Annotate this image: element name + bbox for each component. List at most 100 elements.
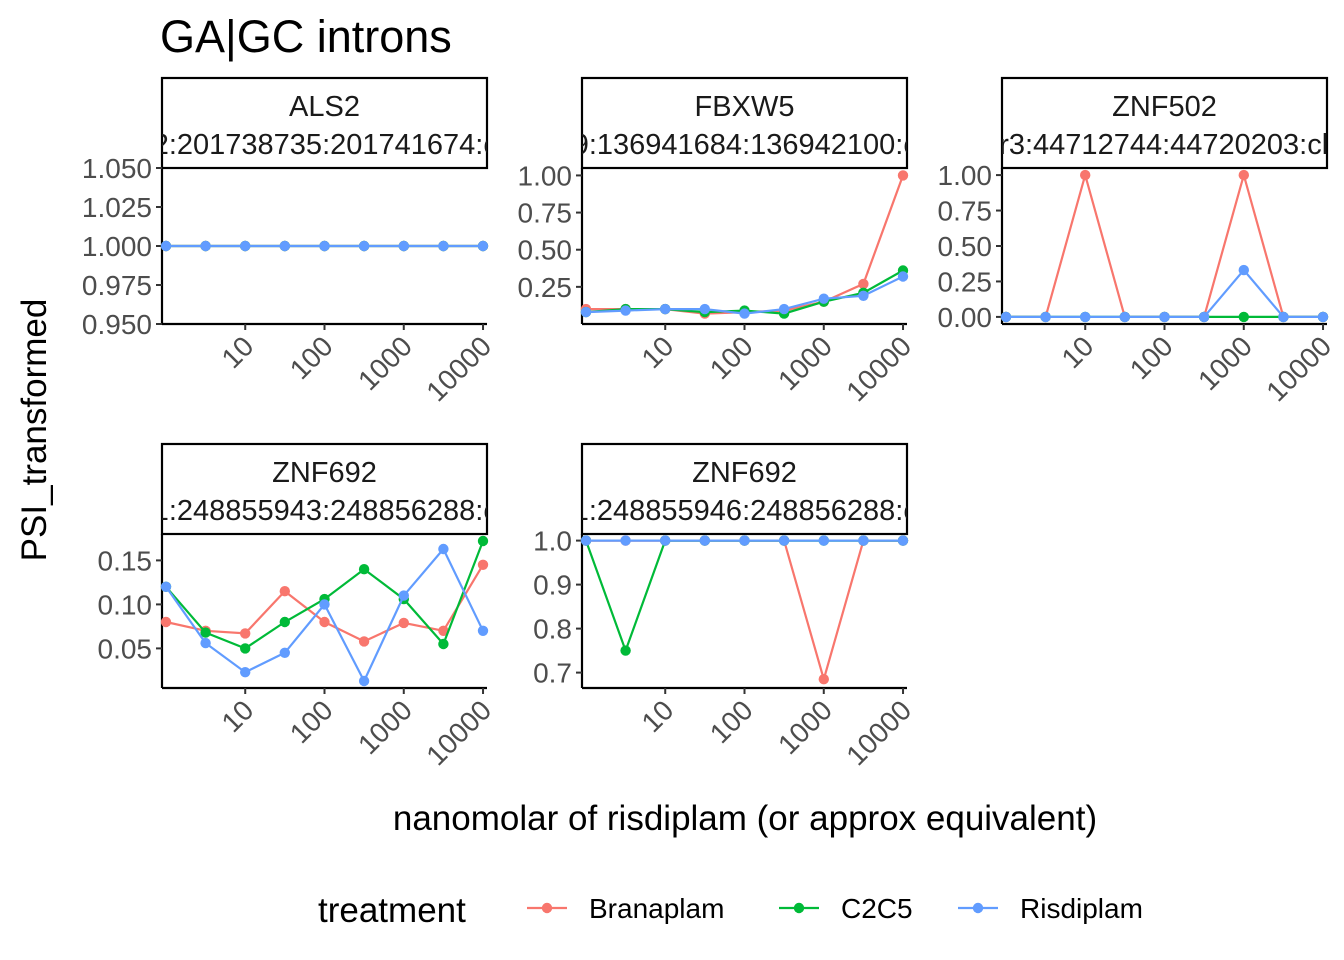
data-point-c2c5: [358, 564, 370, 575]
data-point-c2c5: [620, 645, 631, 656]
x-tick-label: 10: [216, 330, 260, 374]
facet-panel: ZNF502 chr3:44712744:44720203:clu_ 0.00 0.2…: [938, 76, 1337, 407]
x-tick-label: 10000: [1260, 330, 1337, 407]
legend-item-c2c5: C2C5: [779, 893, 913, 924]
data-point-branaplam: [818, 674, 829, 685]
facet-strip-coords: chr2:201738735:201741674:clu_: [112, 129, 537, 161]
data-point-risdiplam: [160, 240, 172, 252]
data-point-c2c5: [477, 535, 489, 547]
data-point-risdiplam: [477, 625, 489, 636]
y-tick-label: 0.25: [518, 272, 573, 303]
y-tick-label: 1.00: [938, 160, 993, 191]
y-tick-label: 0.7: [533, 658, 572, 689]
legend-label: Branaplam: [589, 893, 724, 924]
x-tick-label: 100: [284, 330, 339, 385]
facet-panel: ZNF692 chr1:248855943:248856288:clu_ 0.05 0…: [98, 442, 537, 771]
data-point-risdiplam: [580, 535, 592, 546]
data-point-branaplam: [858, 278, 869, 290]
legend-label: Risdiplam: [1020, 893, 1143, 924]
facet-strip-coords: chr1:248855943:248856288:clu_: [112, 495, 537, 527]
data-point-branaplam: [897, 170, 909, 181]
facet-strip-gene: ZNF692: [272, 457, 377, 489]
facet-strip: [160, 76, 489, 170]
x-tick-label: 10000: [840, 330, 917, 407]
data-point-branaplam: [1080, 169, 1091, 181]
x-tick-label: 1000: [352, 694, 418, 760]
legend-label: C2C5: [841, 893, 913, 924]
facet-panel: FBXW5 chr9:136941684:136942100:clu_ 0.25 0.…: [518, 76, 957, 407]
facet-panel: ALS2 chr2:201738735:201741674:clu_ 0.950 0.…: [82, 76, 537, 407]
series-line-branaplam: [1006, 171, 1323, 318]
facet-strip-gene: ZNF692: [692, 457, 797, 489]
x-tick-label: 1000: [772, 330, 838, 396]
data-point-risdiplam: [358, 240, 370, 252]
y-tick-label: 1.00: [518, 160, 573, 191]
x-tick-label: 100: [704, 330, 759, 385]
legend-key-point: [972, 902, 984, 914]
data-point-risdiplam: [1238, 264, 1250, 276]
data-point-risdiplam: [438, 240, 449, 252]
facet-strip-coords: chr9:136941684:136942100:clu_: [532, 129, 957, 161]
y-tick-label: 0.50: [938, 231, 993, 262]
data-point-risdiplam: [580, 306, 592, 318]
legend: treatment Branaplam C2C5 Risdiplam: [318, 891, 1143, 930]
y-tick-label: 0.05: [98, 633, 153, 664]
x-tick-label: 10: [1056, 330, 1100, 374]
data-point-branaplam: [160, 616, 172, 628]
series-line-branaplam: [586, 539, 903, 684]
legend-title: treatment: [318, 891, 466, 930]
data-point-risdiplam: [160, 581, 172, 592]
data-point-risdiplam: [620, 305, 631, 316]
data-point-risdiplam: [778, 535, 790, 546]
y-tick-label: 1.050: [82, 153, 152, 184]
data-point-risdiplam: [1159, 311, 1170, 323]
data-point-risdiplam: [897, 535, 909, 546]
facet-strip-gene: ZNF502: [1112, 91, 1217, 123]
legend-key-point: [793, 902, 805, 914]
x-tick-label: 10: [636, 330, 680, 374]
facet-panel: ZNF692 chr1:248855946:248856288:clu_ 0.7 0.…: [533, 442, 917, 771]
y-tick-label: 0.50: [518, 235, 573, 266]
data-point-risdiplam: [858, 290, 869, 301]
data-point-c2c5: [279, 616, 290, 628]
data-point-risdiplam: [739, 308, 750, 319]
data-point-risdiplam: [1040, 311, 1051, 323]
data-point-risdiplam: [200, 637, 211, 649]
facet-panels: ALS2 chr2:201738735:201741674:clu_ 0.950 0.…: [82, 76, 1337, 771]
series-line-branaplam: [586, 175, 905, 315]
x-tick-label: 1000: [352, 330, 418, 396]
facet-strip: [160, 442, 489, 536]
y-tick-label: 0.9: [533, 570, 572, 601]
data-point-branaplam: [398, 617, 409, 629]
data-point-risdiplam: [660, 303, 671, 315]
y-tick-label: 1.025: [82, 192, 152, 223]
data-point-branaplam: [319, 616, 330, 628]
x-tick-label: 10000: [420, 694, 497, 771]
data-point-risdiplam: [319, 599, 330, 610]
series-line-risdiplam: [165, 547, 484, 684]
data-point-risdiplam: [279, 647, 290, 658]
legend-key-point: [541, 902, 553, 914]
series-line-risdiplam: [1006, 268, 1323, 318]
data-point-branaplam: [1238, 169, 1250, 181]
x-tick-label: 1000: [772, 694, 838, 760]
data-point-branaplam: [240, 628, 251, 639]
data-point-risdiplam: [620, 535, 631, 546]
data-point-risdiplam: [1317, 311, 1329, 323]
series-line-c2c5: [584, 539, 903, 654]
y-tick-label: 0.8: [533, 614, 572, 645]
data-point-c2c5: [240, 643, 251, 654]
x-tick-label: 1000: [1192, 330, 1258, 396]
data-point-risdiplam: [279, 240, 290, 252]
data-point-c2c5: [200, 627, 211, 638]
data-point-risdiplam: [858, 535, 869, 546]
data-point-risdiplam: [398, 590, 409, 601]
y-tick-label: 0.975: [82, 270, 152, 301]
data-point-risdiplam: [1119, 311, 1131, 323]
data-point-risdiplam: [699, 535, 710, 546]
data-point-risdiplam: [398, 240, 409, 252]
x-axis-title: nanomolar of risdiplam (or approx equiva…: [393, 799, 1097, 838]
data-point-risdiplam: [477, 240, 489, 252]
data-point-risdiplam: [240, 240, 251, 252]
